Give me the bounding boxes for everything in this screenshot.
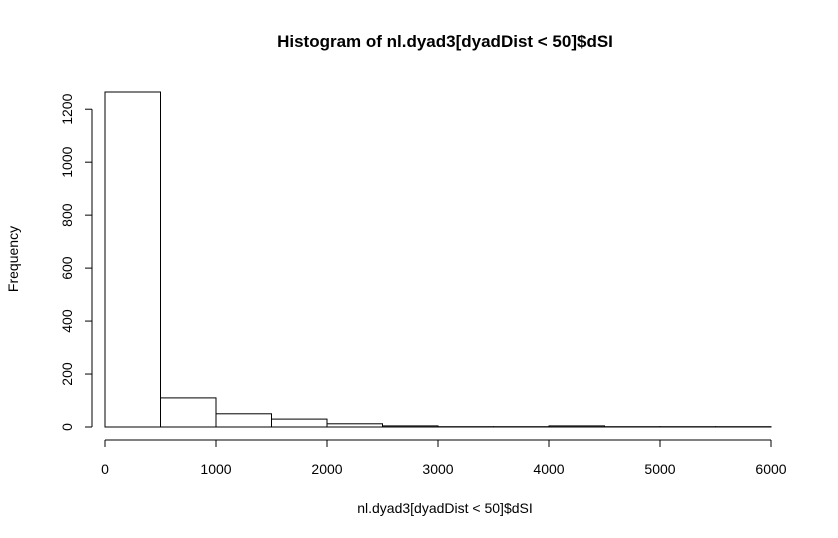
histogram-bar-4: [326, 423, 383, 428]
histogram-bar-3: [271, 418, 328, 428]
y-tick-label-200: 200: [59, 362, 75, 386]
y-tick-label-1000: 1000: [59, 146, 75, 177]
histogram-bar-1: [160, 397, 217, 428]
y-tick-label-1200: 1200: [59, 93, 75, 124]
x-tick-label-5000: 5000: [644, 461, 675, 477]
y-tick-label-0: 0: [59, 423, 75, 431]
x-axis: 0 1000 2000 3000 4000 5000 6000: [101, 439, 787, 477]
x-tick-label-4000: 4000: [533, 461, 564, 477]
histogram-bar-5: [382, 425, 439, 428]
x-tick-label-1000: 1000: [200, 461, 231, 477]
y-tick-label-800: 800: [59, 203, 75, 227]
x-tick-label-3000: 3000: [422, 461, 453, 477]
chart-title: Histogram of nl.dyad3[dyadDist < 50]$dSI: [277, 32, 613, 51]
y-tick-label-400: 400: [59, 309, 75, 333]
y-axis-label: Frequency: [5, 226, 21, 292]
x-tick-label-2000: 2000: [311, 461, 342, 477]
histogram-bar-8: [548, 425, 605, 428]
histogram-bar-2: [215, 413, 272, 428]
x-tick-label-6000: 6000: [755, 461, 786, 477]
y-tick-label-600: 600: [59, 256, 75, 280]
x-axis-label: nl.dyad3[dyadDist < 50]$dSI: [357, 500, 533, 516]
y-axis: 0 200 400 600 800 1000 1200: [59, 93, 93, 431]
histogram-bars: [104, 91, 772, 428]
histogram-bar-0: [104, 91, 161, 428]
x-tick-label-0: 0: [101, 461, 109, 477]
